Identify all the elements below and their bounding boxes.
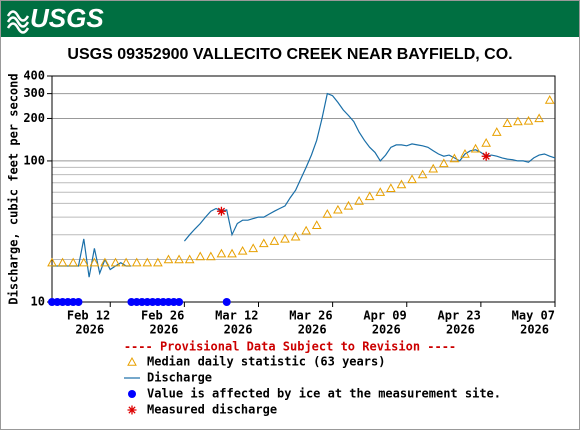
- median-marker: [216, 248, 227, 258]
- x-tick-label: 2026: [298, 323, 327, 337]
- median-marker: [248, 243, 259, 253]
- median-marker: [131, 257, 142, 267]
- median-marker: [354, 195, 364, 205]
- median-marker: [449, 153, 460, 163]
- median-marker: [205, 251, 216, 261]
- median-marker: [534, 113, 544, 123]
- median-marker: [364, 191, 375, 201]
- chart-title: USGS 09352900 VALLECITO CREEK NEAR BAYFI…: [67, 46, 512, 63]
- median-marker: [280, 233, 290, 243]
- legend-symbol: [128, 390, 136, 398]
- legend-symbol: [127, 356, 137, 366]
- logo: USGS: [30, 3, 104, 33]
- x-tick-label: May 07: [512, 309, 555, 323]
- median-marker: [502, 118, 513, 127]
- median-marker: [428, 163, 439, 173]
- measured-marker: [216, 206, 226, 216]
- x-tick-label: Apr 23: [438, 309, 481, 323]
- median-marker: [343, 200, 354, 210]
- y-tick-label: 200: [23, 111, 45, 125]
- median-marker: [301, 225, 311, 235]
- x-tick-label: Mar 12: [215, 309, 258, 323]
- ice-marker: [222, 298, 231, 306]
- median-marker: [258, 238, 269, 248]
- x-tick-label: 2026: [446, 323, 475, 337]
- median-marker: [523, 115, 534, 125]
- median-marker: [322, 209, 333, 218]
- median-marker: [68, 257, 79, 267]
- median-marker: [153, 257, 163, 267]
- ice-marker: [74, 298, 83, 306]
- median-marker: [195, 251, 206, 261]
- plot-area: [47, 92, 556, 306]
- x-tick-label: 2026: [372, 323, 401, 337]
- y-tick-label: 300: [23, 86, 45, 100]
- legend-label: Value is affected by ice at the measurem…: [147, 387, 501, 401]
- ice-marker: [175, 298, 184, 306]
- plot-frame: [51, 75, 556, 303]
- x-tick-label: Mar 26: [289, 309, 332, 323]
- median-marker: [491, 127, 502, 136]
- y-axis-label: Discharge, cubic feet per second: [7, 73, 21, 304]
- median-marker: [110, 257, 121, 267]
- median-marker: [470, 143, 481, 153]
- legend-label: Discharge: [147, 371, 212, 385]
- median-marker: [460, 148, 470, 158]
- median-marker: [269, 236, 280, 245]
- legend-label: Median daily statistic (63 years): [147, 355, 385, 369]
- median-marker: [290, 231, 301, 241]
- x-tick-label: Feb 12: [67, 309, 110, 323]
- median-marker: [438, 158, 449, 168]
- logo-icon: [6, 10, 30, 34]
- legend-symbol: [127, 405, 137, 415]
- median-marker: [227, 248, 237, 258]
- x-tick-label: 2026: [75, 323, 104, 337]
- y-tick-label: 100: [23, 153, 45, 167]
- median-marker: [386, 183, 396, 192]
- median-marker: [237, 245, 248, 255]
- median-marker: [121, 257, 131, 267]
- x-tick-label: 2026: [520, 323, 549, 337]
- provisional-note: ---- Provisional Data Subject to Revisio…: [124, 340, 456, 354]
- median-marker: [481, 137, 492, 147]
- median-marker: [57, 257, 68, 267]
- median-marker: [89, 257, 100, 267]
- median-marker: [47, 257, 57, 267]
- header-band: [1, 1, 579, 37]
- measured-marker: [481, 151, 491, 161]
- median-marker: [513, 116, 523, 126]
- median-marker: [375, 187, 386, 196]
- x-tick-label: 2026: [149, 323, 178, 337]
- y-tick-label: 10: [31, 295, 45, 309]
- median-marker: [100, 257, 110, 267]
- median-marker: [396, 179, 407, 189]
- y-tick-label: 400: [23, 69, 45, 83]
- median-marker: [78, 257, 89, 267]
- median-marker: [544, 95, 555, 104]
- median-marker: [417, 169, 428, 179]
- median-marker: [163, 254, 174, 264]
- median-marker: [174, 254, 184, 264]
- x-tick-label: Feb 26: [141, 309, 184, 323]
- median-marker: [407, 174, 417, 184]
- x-tick-label: 2026: [224, 323, 253, 337]
- median-marker: [333, 204, 343, 214]
- median-marker: [184, 254, 195, 264]
- median-marker: [311, 220, 322, 229]
- legend-label: Measured discharge: [147, 403, 277, 417]
- median-marker: [142, 257, 153, 267]
- x-tick-label: Apr 09: [363, 309, 406, 323]
